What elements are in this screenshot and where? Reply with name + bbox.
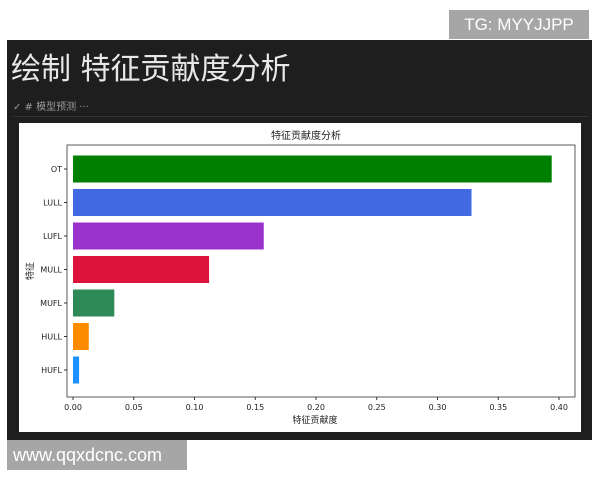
plot-frame: [66, 144, 576, 398]
bar-mufl: [73, 289, 115, 317]
bar-lufl: [73, 222, 264, 250]
chart-title: 特征贡献度分析: [271, 129, 341, 142]
x-tick-label: 0.15: [246, 403, 264, 412]
y-tick-label: LULL: [43, 199, 62, 208]
bar-lull: [73, 189, 472, 216]
x-tick-label: 0.05: [125, 403, 143, 412]
chart-container: 特征贡献度分析 特征贡献度 特征 OT LULL LUFL MULL MUFL HULL H…: [19, 123, 581, 432]
x-tick-label: 0.00: [64, 403, 82, 412]
x-tick-label: 0.20: [307, 403, 325, 412]
y-tick-label: HUFL: [41, 366, 62, 375]
y-tick-label: OT: [51, 165, 62, 174]
x-tick-label: 0.35: [489, 403, 507, 412]
bar-hufl: [73, 356, 80, 384]
x-tick-label: 0.25: [368, 403, 386, 412]
bar-mull: [73, 256, 210, 283]
x-axis-label: 特征贡献度: [292, 414, 337, 426]
bar-chart: 特征贡献度分析 特征贡献度 特征 OT LULL LUFL MULL MUFL HULL H…: [24, 129, 576, 426]
divider: [13, 116, 588, 117]
page-title: 绘制 特征贡献度分析: [11, 52, 291, 87]
y-tick-label: HULL: [41, 333, 62, 342]
y-tick-label: MUFL: [40, 299, 62, 308]
x-tick-label: 0.30: [429, 403, 447, 412]
y-tick-label: MULL: [40, 266, 62, 275]
bar-ot: [73, 155, 552, 183]
y-axis-label: 特征: [24, 262, 36, 280]
cell-label[interactable]: ✓ # 模型预测 ···: [13, 102, 89, 113]
watermark-bottom: www.qqxdcnc.com: [7, 440, 187, 470]
watermark-top: TG: MYYJJPP: [449, 10, 589, 39]
y-tick-label: LUFL: [43, 232, 63, 241]
x-tick-label: 0.40: [550, 403, 568, 412]
x-tick-label: 0.10: [186, 403, 204, 412]
bar-hull: [73, 323, 89, 350]
